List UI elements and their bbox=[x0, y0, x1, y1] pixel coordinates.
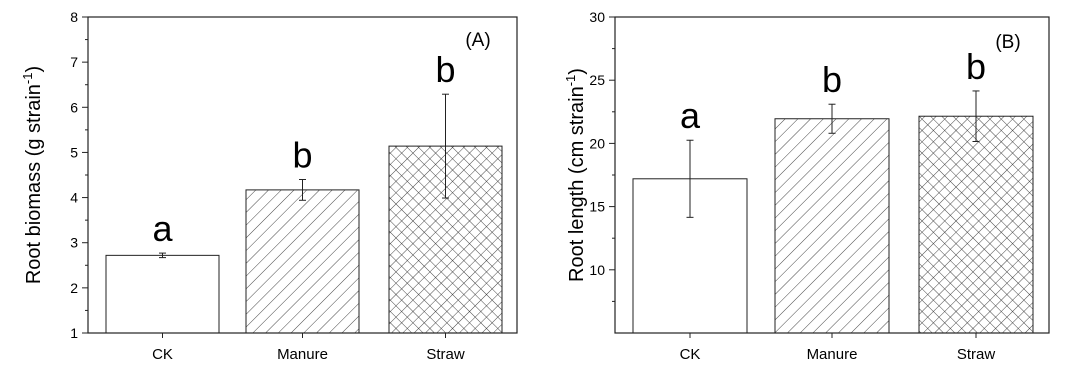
y-tick-label-a: 2 bbox=[70, 280, 78, 296]
axes-frame-b bbox=[614, 16, 1050, 334]
y-axis-label-b: Root length (cm strain-1) bbox=[563, 68, 588, 282]
y-tick-label-b: 30 bbox=[589, 9, 605, 25]
y-tick-label-a: 4 bbox=[70, 190, 78, 206]
y-tick-label-a: 5 bbox=[70, 144, 78, 160]
y-tick-label-a: 7 bbox=[70, 54, 78, 70]
x-tick-label-b-manure: Manure bbox=[807, 346, 858, 363]
y-tick-label-b: 15 bbox=[589, 199, 605, 215]
panel-a: a CK b Manure b Straw 1 2 3 4 5 6 7 8 (A) Root biomass … bbox=[20, 9, 518, 363]
panel-label-b: (B) bbox=[995, 32, 1020, 53]
error-bar-a-straw bbox=[442, 93, 449, 199]
y-tick-label-b: 10 bbox=[589, 262, 605, 278]
bar-b-straw bbox=[918, 115, 1034, 334]
significance-letter-b-ck: a bbox=[680, 95, 701, 136]
y-tick-label-a: 8 bbox=[70, 9, 78, 25]
panel-b: a CK b Manure b Straw 10 15 20 25 30 (B) Root length… bbox=[563, 9, 1050, 363]
significance-letter-a-straw: b bbox=[435, 49, 455, 90]
significance-letter-a-ck: a bbox=[152, 208, 173, 249]
x-tick-label-b-ck: CK bbox=[680, 346, 701, 363]
y-tick-label-b: 20 bbox=[589, 135, 605, 151]
y-tick-label-a: 3 bbox=[70, 235, 78, 251]
y-axis-label-main: Root biomass (g strain bbox=[23, 84, 45, 284]
error-bar-a-manure bbox=[299, 179, 306, 201]
bar-a-manure bbox=[245, 189, 360, 334]
x-tick-label-a-straw: Straw bbox=[426, 346, 465, 363]
y-tick-label-a: 6 bbox=[70, 99, 78, 115]
significance-letter-a-manure: b bbox=[292, 135, 312, 176]
y-tick-label-a: 1 bbox=[70, 325, 78, 341]
x-tick-label-b-straw: Straw bbox=[957, 346, 996, 363]
error-bar-b-straw bbox=[972, 90, 980, 143]
y-tick-label-b: 25 bbox=[589, 72, 605, 88]
error-bar-b-manure bbox=[828, 103, 836, 134]
y-axis-label-superscript: -1 bbox=[563, 75, 578, 87]
y-axis-label-end: ) bbox=[566, 68, 588, 75]
y-axis-label-main: Root length (cm strain bbox=[566, 86, 588, 282]
x-tick-label-a-manure: Manure bbox=[277, 346, 328, 363]
panel-label-a: (A) bbox=[465, 30, 490, 51]
error-bar-b-ck bbox=[686, 139, 694, 218]
y-axis-label-a: Root biomass (g strain-1) bbox=[20, 66, 45, 284]
axes-frame-a bbox=[87, 16, 518, 334]
y-axis-label-superscript: -1 bbox=[20, 73, 35, 85]
bar-a-ck bbox=[105, 254, 220, 334]
significance-letter-b-manure: b bbox=[822, 59, 842, 100]
error-bar-a-ck bbox=[159, 252, 166, 259]
significance-letter-b-straw: b bbox=[966, 46, 986, 87]
bar-b-manure bbox=[774, 118, 890, 334]
x-tick-label-a-ck: CK bbox=[152, 346, 173, 363]
y-axis-label-end: ) bbox=[23, 66, 45, 73]
